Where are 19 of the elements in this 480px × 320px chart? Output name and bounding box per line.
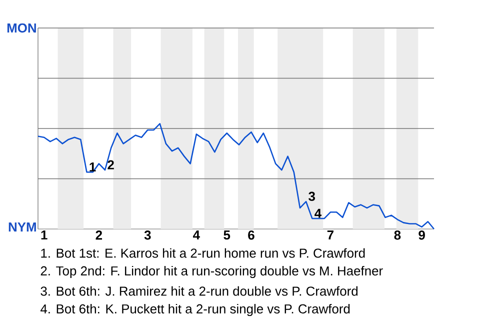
text: 2. Top 2nd: F. Lindor hit a run-scoring double vs M. Haefner [40,266,383,278]
text: NYM [8,222,36,232]
annotation: 1 [90,162,96,172]
annotation: 2 [108,160,114,170]
x-tick-label: 2 [96,230,102,240]
x-tick-label: 9 [418,230,425,240]
x-tick-label: 5 [224,230,230,240]
x-tick-label: 3 [144,230,151,240]
x-tick-label: 7 [327,230,334,240]
x-tick-label: 1 [41,230,48,240]
x-tick-label: 4 [193,230,200,240]
annotation: 4 [314,208,322,218]
text: MON [7,23,36,33]
x-tick-label: 6 [248,230,254,240]
text: 3. Bot 6th: J. Ramirez hit a 2-run double vs P. Crawford [40,286,358,296]
x-tick-label: 8 [394,230,401,240]
annotation: 3 [308,192,315,201]
text: 4. Bot 6th: K. Puckett hit a 2-run single vs P. Crawford [40,304,350,316]
text: 1. Bot 1st: E. Karros hit a 2-run home run vs P. Crawford [41,248,365,258]
